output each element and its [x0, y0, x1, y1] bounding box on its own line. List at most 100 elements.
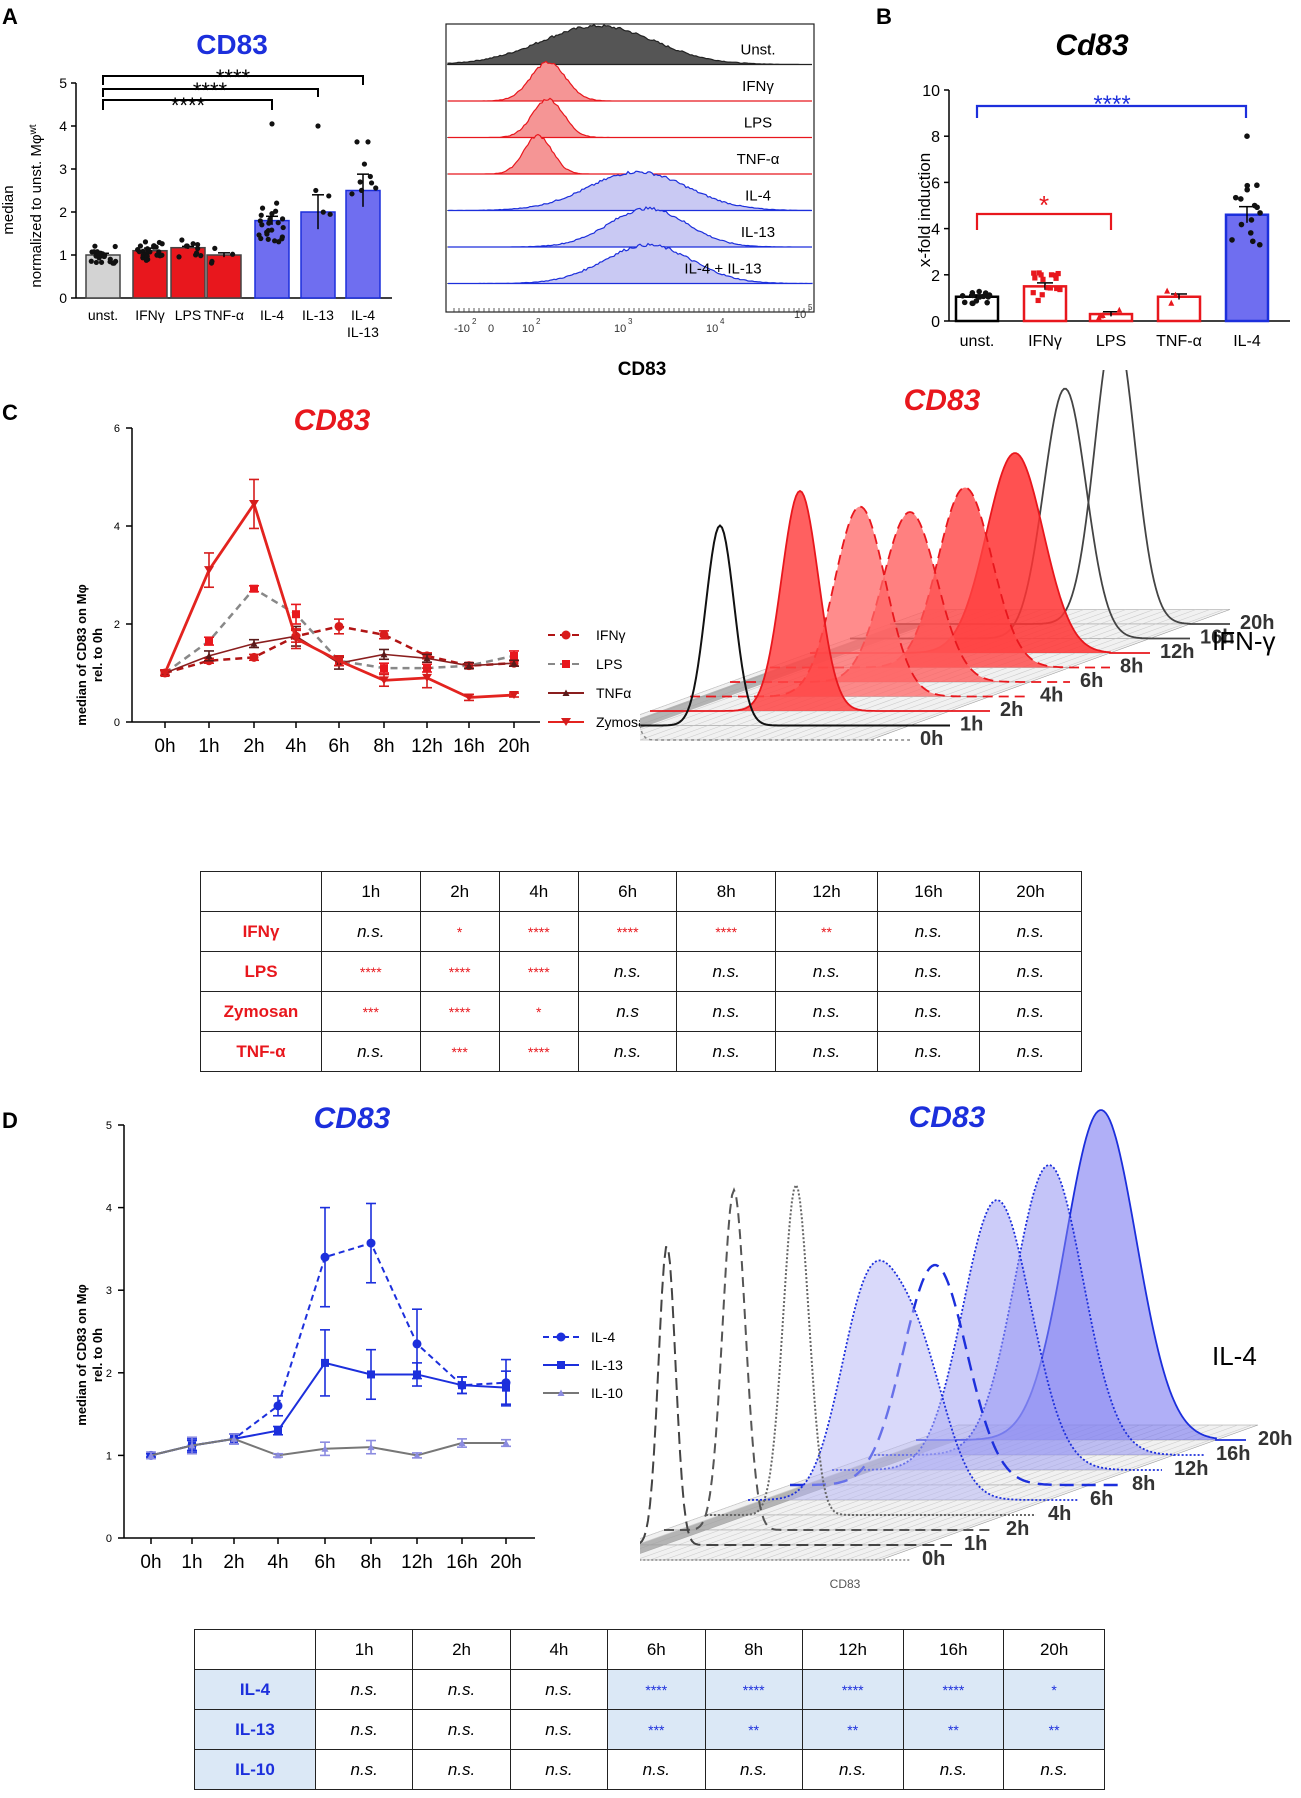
data-point	[143, 257, 149, 263]
data-point	[1229, 237, 1235, 243]
table-header-cell: 1h	[314, 1629, 414, 1670]
table-header-row: 1h 2h 4h 6h 8h 12h 16h 20h	[194, 1629, 1105, 1670]
ridge-curve-5	[706, 1182, 1036, 1516]
data-point	[88, 258, 94, 264]
y-tick-label: 4	[106, 1203, 112, 1215]
ridge-hatch	[747, 1484, 791, 1501]
ridge-hatch	[777, 710, 819, 726]
table-cell: *	[419, 911, 500, 952]
data-point	[195, 245, 201, 252]
ridge-hatch	[915, 1514, 959, 1531]
bar-6	[345, 189, 381, 299]
data-point	[1054, 285, 1060, 292]
ridge-hatch	[1153, 1439, 1197, 1456]
table-cell: n.s.	[314, 1749, 414, 1790]
panel-d-ylabel-1: median of CD83 on Mφ	[74, 1284, 89, 1425]
ridge-hatch	[929, 1514, 973, 1531]
data-point	[1038, 272, 1044, 278]
ridge-hatch	[887, 1514, 931, 1531]
panel-d-title-left: CD83	[314, 1102, 391, 1135]
ridge-hatch	[831, 1499, 875, 1516]
data-point	[961, 299, 968, 306]
table-cell: n.s.	[978, 951, 1083, 992]
ridge-hatch	[761, 1484, 805, 1501]
table-cell: ****	[577, 911, 678, 952]
table-cell: **	[1003, 1709, 1105, 1750]
ridge-hatch	[719, 696, 761, 712]
table-header-cell	[200, 871, 322, 912]
y-tick-label: 2	[114, 619, 120, 631]
data-point	[313, 187, 319, 194]
data-point	[135, 247, 141, 253]
table-cell: n.s.	[877, 911, 980, 952]
table-cell: n.s.	[775, 1031, 878, 1072]
histogram-1	[448, 60, 812, 102]
ridge-hatch	[1155, 609, 1197, 625]
histogram-2	[448, 97, 812, 139]
data-point	[1168, 299, 1175, 306]
svg-text:2: 2	[536, 317, 541, 326]
data-point	[279, 216, 286, 222]
panel-letter-b: B	[876, 4, 892, 29]
legend-marker	[562, 689, 570, 696]
ridge-hatch	[971, 1499, 1015, 1516]
table-cell: ****	[321, 951, 421, 992]
ridge-hatch	[1083, 1469, 1127, 1486]
x-tick-label: IL-4	[1233, 333, 1261, 350]
ridge-hatch	[691, 696, 733, 712]
legend-label-2: IL-10	[591, 1385, 623, 1401]
ridge-hatch	[681, 725, 723, 741]
ridge-hatch	[873, 1499, 917, 1516]
y-tick-label: 2	[931, 268, 940, 285]
ridge-time-4: 6h	[1090, 1488, 1113, 1510]
table-header-cell: 6h	[577, 871, 678, 912]
svg-text:10: 10	[794, 309, 806, 321]
x-tick-label: unst.	[960, 333, 995, 350]
ridge-hatch	[887, 696, 929, 712]
ridge-hatch	[845, 1529, 889, 1546]
y-tick-label: 3	[59, 161, 67, 177]
table-cell: n.s.	[314, 1669, 414, 1710]
data-point	[1257, 210, 1263, 216]
ridge-hatch	[915, 1499, 959, 1516]
panel-d-ridge-name: IL-4	[1212, 1341, 1257, 1371]
legend-marker	[557, 1361, 565, 1369]
x-tick-label: IL-4	[260, 307, 284, 323]
ridge-hatch	[807, 725, 849, 741]
ridge-hatch	[693, 710, 735, 726]
data-point	[1164, 287, 1171, 294]
legend-marker	[561, 718, 571, 726]
ridge-hatch	[999, 1499, 1043, 1516]
data-point	[502, 1383, 510, 1392]
data-point	[156, 239, 162, 246]
data-point	[101, 253, 107, 260]
table-cell: **	[902, 1709, 1005, 1750]
ridge-hatch	[733, 1514, 777, 1531]
x-tick-label: 16h	[446, 1552, 478, 1570]
table-cell: n.s.	[412, 1709, 511, 1750]
hist-label-4: IL-4	[745, 188, 771, 205]
panel-a-histograms: Unst. IFNγ LPS TNF-α IL-4 IL-13 IL-4 + IL-13 -…	[445, 23, 815, 380]
x-tick-label: unst.	[88, 307, 118, 323]
hist-label-0: Unst.	[740, 42, 775, 59]
data-point	[279, 234, 285, 240]
data-point	[292, 610, 300, 619]
table-cell: **	[801, 1709, 904, 1750]
svg-text:4: 4	[720, 317, 725, 326]
data-point	[259, 222, 265, 228]
ridge-curve-7	[640, 524, 950, 727]
ridge-hatch	[1087, 623, 1129, 639]
data-point	[367, 173, 373, 180]
svg-text:2: 2	[472, 317, 477, 326]
ridge-hatch	[873, 696, 915, 712]
table-row-label: LPS	[200, 951, 322, 992]
ridge-strip	[640, 624, 928, 729]
ridge-hatch	[640, 710, 651, 715]
data-point	[1254, 204, 1260, 211]
ridge-hatch	[1013, 1484, 1057, 1501]
data-point	[464, 693, 474, 702]
table-cell: n.s.	[877, 1031, 980, 1072]
panel-b-ylabel: x-fold induction	[915, 153, 934, 267]
panel-c-significance-table: 1h 2h 4h 6h 8h 12h 16h 20h IFNγ n.s. * **** **** ****…	[200, 871, 1083, 1072]
ridge-hatch	[751, 725, 793, 741]
